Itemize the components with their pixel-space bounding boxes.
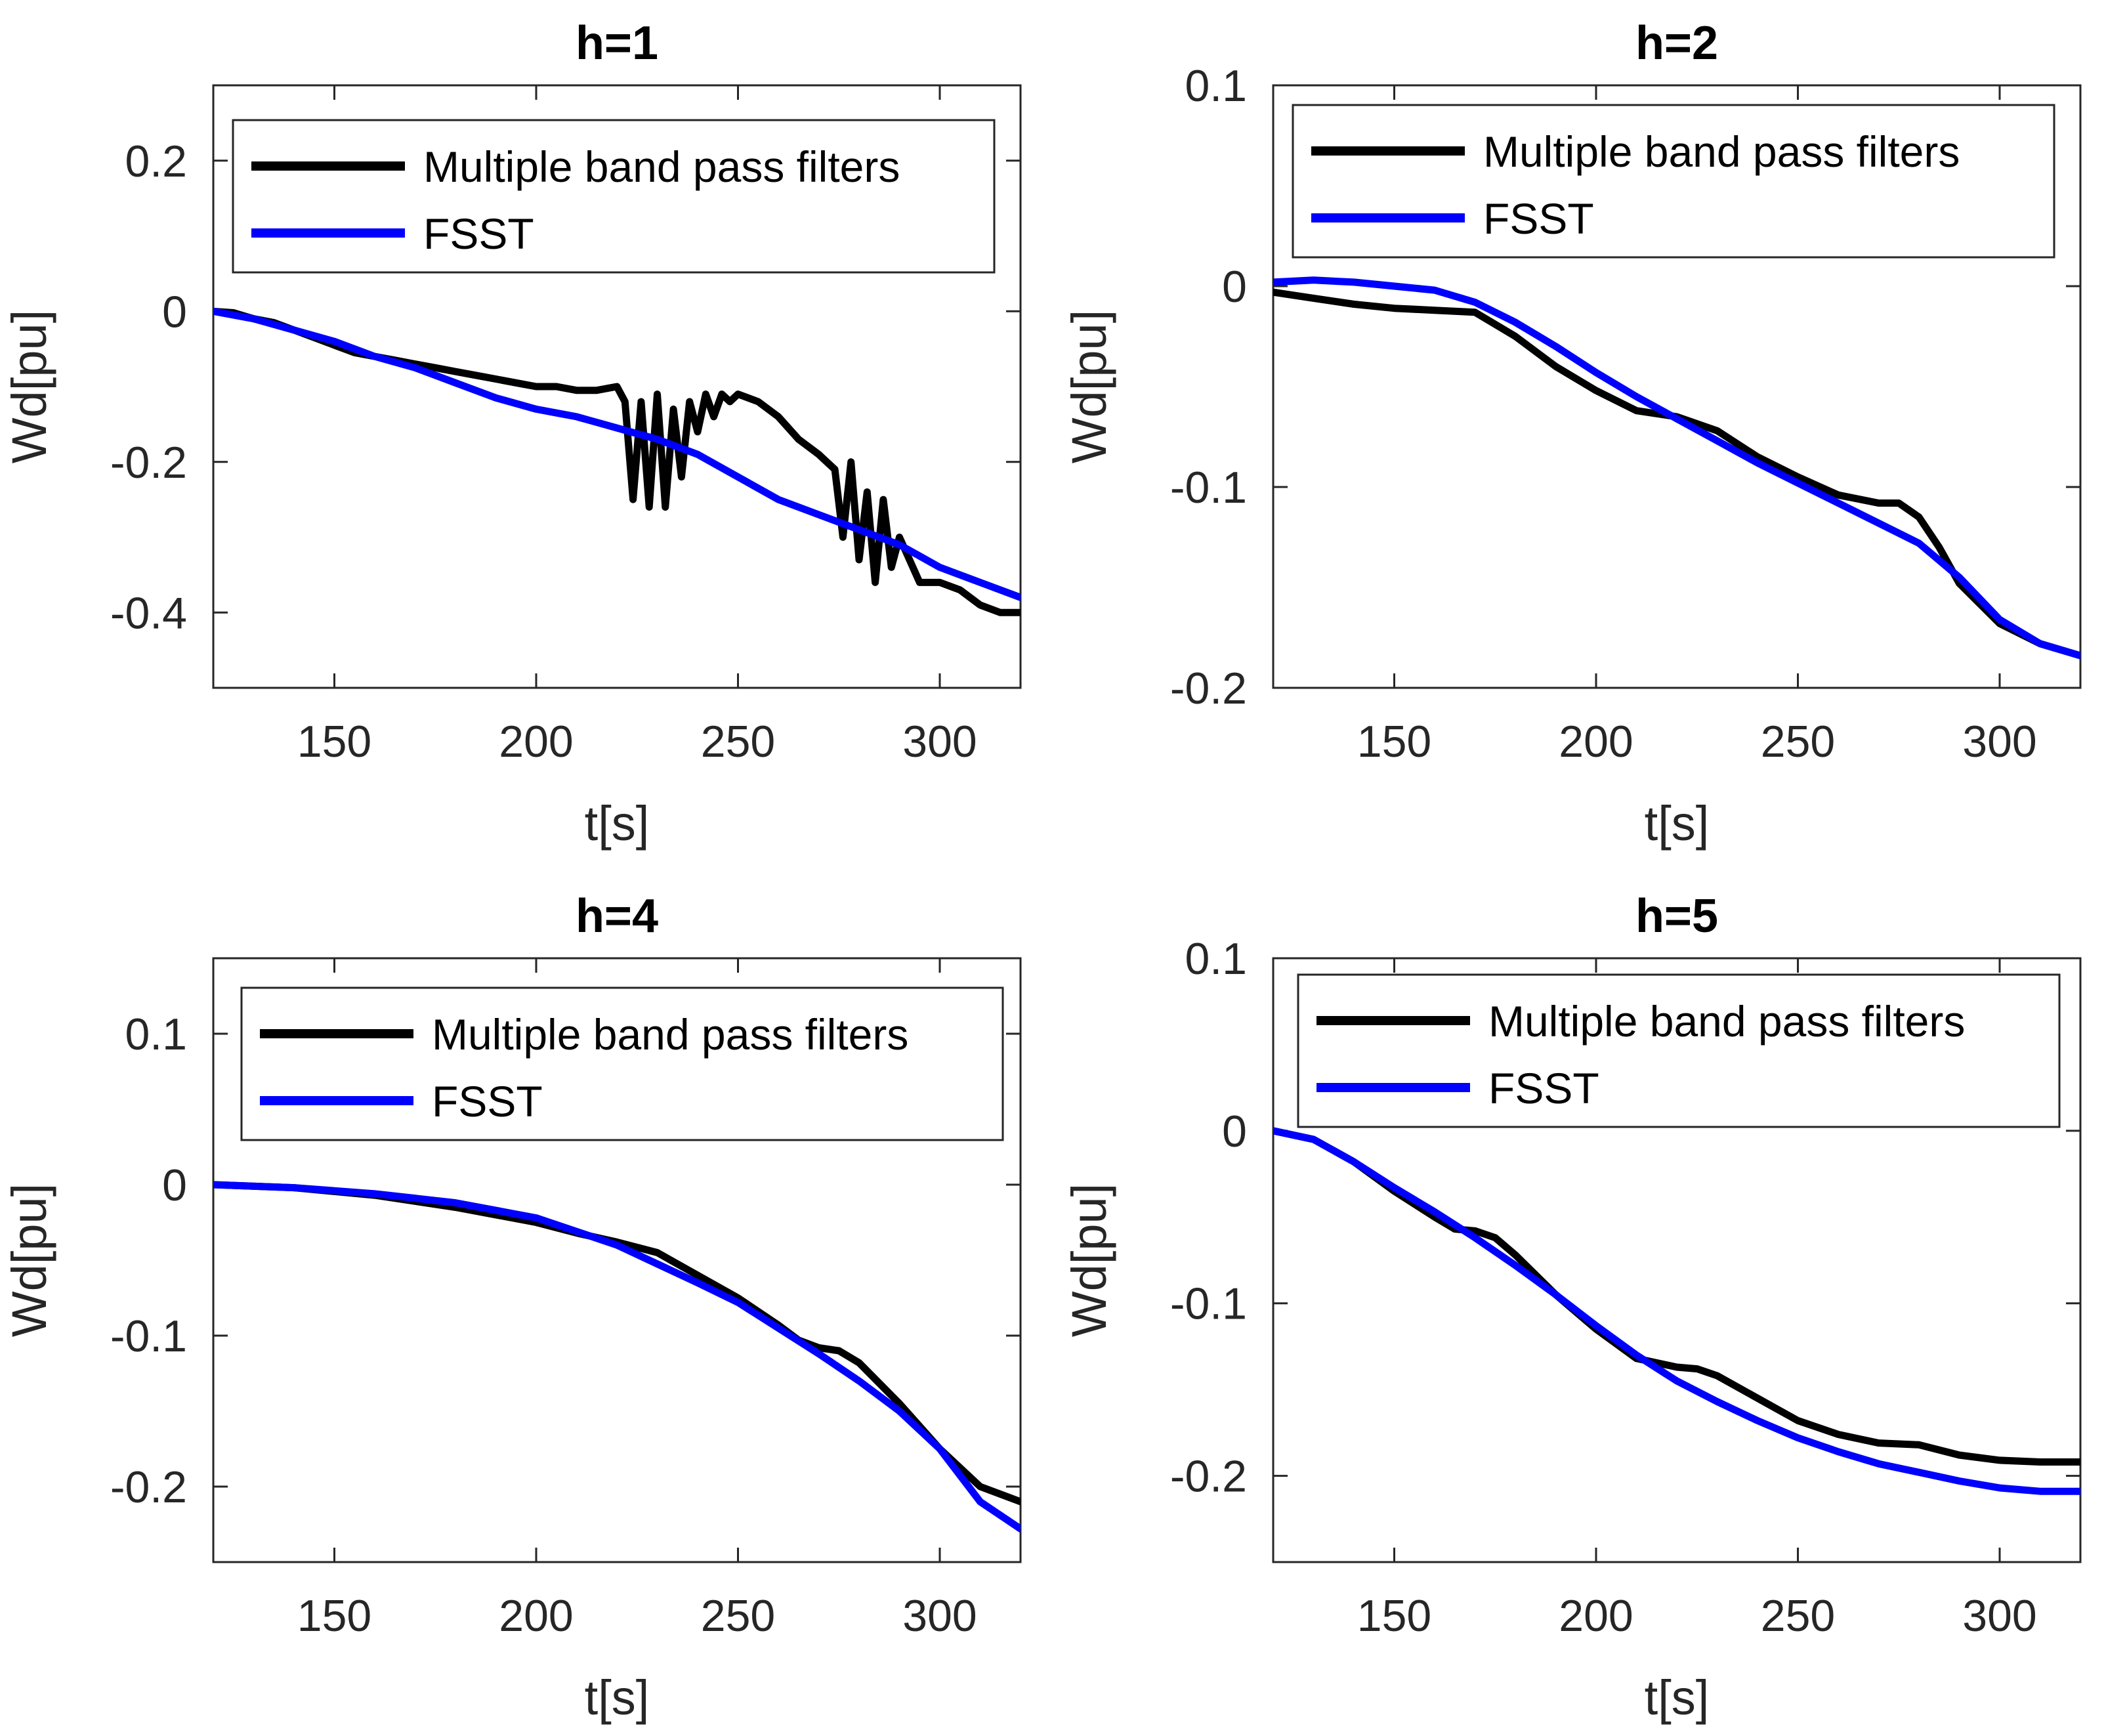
h4-title: h=4 — [576, 890, 658, 942]
h4-xtick-label: 300 — [902, 1591, 977, 1641]
h2-xtick-label: 250 — [1761, 717, 1835, 767]
h2-legend-box — [1292, 104, 2055, 259]
h2-ytick-label: 0.1 — [1185, 61, 1247, 111]
h4-series-bandpass-line — [213, 1181, 1021, 1506]
h2-xtick-label: 150 — [1357, 717, 1431, 767]
h5-legend-label-bandpass: Multiple band pass filters — [1488, 997, 1965, 1046]
h2-series-fsst-line — [1273, 276, 2080, 660]
h5-ytick-label: -0.2 — [1170, 1452, 1247, 1502]
h1-xtick-label: 250 — [701, 717, 775, 767]
h1-ytick-label: 0 — [162, 287, 187, 337]
h4-ylabel: Wd[pu] — [2, 1183, 56, 1337]
h1-legend-box — [232, 119, 996, 274]
h1-series-fsst-line — [213, 307, 1021, 601]
h5-series-fsst-line — [1273, 1127, 2080, 1495]
h4-plot-area — [213, 1181, 1021, 1533]
h2-title: h=2 — [1635, 17, 1718, 70]
h2-ytick-label: -0.2 — [1170, 664, 1247, 713]
h2-xtick-label: 200 — [1559, 717, 1633, 767]
h5-legend: Multiple band pass filters FSST — [1297, 973, 2061, 1128]
h1-legend-label-bandpass: Multiple band pass filters — [423, 142, 900, 191]
h2-ylabel: Wd[pu] — [1062, 310, 1116, 463]
h1-ytick-label: -0.4 — [110, 588, 187, 638]
h5-ytick-label: -0.1 — [1170, 1279, 1247, 1329]
chart-h4: 150 200 250 300 -0.2 -0.1 0 0.1 h=4 t[s] Wd[pu] Mul… — [2, 890, 1022, 1725]
h4-ytick-label: -0.1 — [110, 1311, 187, 1361]
h5-ytick-label: 0.1 — [1185, 934, 1247, 984]
h2-xtick-label: 300 — [1962, 717, 2036, 767]
h5-xtick-label: 300 — [1962, 1591, 2036, 1641]
h5-xtick-label: 150 — [1357, 1591, 1431, 1641]
h5-ytick-label: 0 — [1222, 1107, 1247, 1156]
h5-xlabel: t[s] — [1645, 1670, 1710, 1725]
h4-ytick-label: 0.1 — [125, 1009, 187, 1059]
h4-xlabel: t[s] — [585, 1670, 650, 1725]
h2-legend: Multiple band pass filters FSST — [1292, 104, 2055, 259]
h2-ytick-label: 0 — [1222, 262, 1247, 312]
h2-legend-label-bandpass: Multiple band pass filters — [1483, 127, 1960, 176]
h5-title: h=5 — [1635, 890, 1718, 942]
h5-ylabel: Wd[pu] — [1062, 1183, 1116, 1337]
h2-series-bandpass-line — [1273, 288, 2080, 660]
h1-ytick-label: 0.2 — [125, 137, 187, 186]
h1-ylabel: Wd[pu] — [2, 310, 56, 463]
h5-legend-box — [1297, 973, 2061, 1128]
h5-legend-label-fsst: FSST — [1488, 1064, 1599, 1112]
h5-plot-area — [1273, 1127, 2080, 1495]
h4-ytick-label: -0.2 — [110, 1462, 187, 1512]
h2-legend-label-fsst: FSST — [1483, 194, 1594, 243]
h4-xtick-label: 200 — [499, 1591, 573, 1641]
h1-title: h=1 — [576, 17, 658, 70]
h4-legend-label-fsst: FSST — [432, 1077, 543, 1126]
h4-series-fsst-line — [213, 1181, 1021, 1533]
h5-xtick-label: 250 — [1761, 1591, 1835, 1641]
h1-xtick-label: 300 — [902, 717, 977, 767]
h1-xlabel: t[s] — [585, 796, 650, 851]
chart-h2: 150 200 250 300 -0.2 -0.1 0 0.1 h=2 t[s] Wd[pu] Mul… — [1062, 17, 2082, 851]
h1-legend: Multiple band pass filters FSST — [232, 119, 996, 274]
h4-xtick-label: 250 — [701, 1591, 775, 1641]
h1-plot-area — [213, 307, 1021, 616]
h1-xtick-label: 150 — [297, 717, 371, 767]
h4-legend: Multiple band pass filters FSST — [240, 986, 1004, 1141]
chart-h1: 150 200 250 300 -0.4 -0.2 0 0.2 h=1 t[s] Wd[pu] Mul… — [2, 17, 1022, 851]
h2-ytick-label: -0.1 — [1170, 463, 1247, 513]
h4-xtick-label: 150 — [297, 1591, 371, 1641]
h2-plot-area — [1273, 276, 2080, 660]
chart-h5: 150 200 250 300 -0.2 -0.1 0 0.1 h=5 t[s] Wd[pu] Mul… — [1062, 890, 2082, 1725]
h4-legend-box — [240, 986, 1004, 1141]
h4-ytick-label: 0 — [162, 1160, 187, 1210]
h1-xtick-label: 200 — [499, 717, 573, 767]
h1-ytick-label: -0.2 — [110, 438, 187, 488]
h5-series-bandpass-line — [1273, 1127, 2080, 1466]
h2-xlabel: t[s] — [1645, 796, 1710, 851]
h1-legend-label-fsst: FSST — [423, 209, 534, 258]
h4-legend-label-bandpass: Multiple band pass filters — [432, 1010, 908, 1059]
h5-xtick-label: 200 — [1559, 1591, 1633, 1641]
